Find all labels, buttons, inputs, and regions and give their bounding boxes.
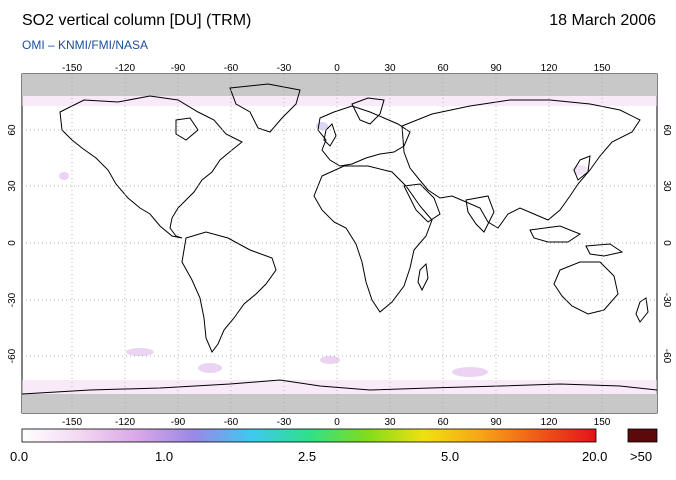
lat-ticks-right: 60 30 0 -30 -60 — [661, 124, 672, 363]
lon-tick-bottom: 150 — [594, 417, 611, 428]
asia — [401, 99, 641, 229]
lon-tick-bottom: -150 — [62, 417, 82, 428]
lat-tick-left: -30 — [7, 292, 18, 307]
lat-tick-left: -60 — [7, 348, 18, 363]
british-isles — [323, 123, 337, 147]
south-america — [181, 231, 277, 353]
map-content — [22, 74, 657, 413]
arabia — [403, 183, 441, 223]
colorbar-label: 2.5 — [298, 449, 317, 464]
scandinavia — [351, 97, 385, 125]
japan — [573, 155, 591, 181]
new-guinea — [585, 243, 624, 257]
lon-tick-top: 0 — [334, 63, 340, 74]
india — [465, 195, 495, 233]
colorbar-label: 20.0 — [582, 449, 608, 464]
lat-tick-right: 30 — [661, 180, 672, 192]
lon-tick-bottom: -90 — [171, 417, 186, 428]
lon-tick-bottom: 90 — [490, 417, 502, 428]
lon-tick-top: 120 — [541, 63, 558, 74]
madagascar — [417, 262, 429, 292]
antarctic-no-data-band — [22, 394, 657, 413]
lat-tick-right: 60 — [661, 124, 672, 136]
map-date: 18 March 2006 — [549, 12, 656, 29]
africa — [313, 165, 433, 313]
data-credit: OMI – KNMI/FMI/NASA — [22, 38, 149, 52]
colorbar — [21, 428, 597, 443]
southeast-asia-islands — [529, 225, 582, 243]
lon-tick-top: -30 — [277, 63, 292, 74]
lon-tick-top: -120 — [115, 63, 135, 74]
lat-ticks-left: 60 30 0 -30 -60 — [7, 124, 18, 363]
lon-tick-bottom: 0 — [334, 417, 340, 428]
colorbar-label: 5.0 — [441, 449, 460, 464]
lat-tick-right: -60 — [661, 349, 672, 364]
australia — [553, 261, 619, 315]
map-panel — [21, 73, 658, 414]
lat-tick-left: 30 — [7, 180, 18, 192]
lon-tick-top: 150 — [594, 63, 611, 74]
lat-tick-left: 60 — [7, 124, 18, 136]
lon-tick-bottom: -30 — [277, 417, 292, 428]
lat-tick-left: 0 — [7, 240, 18, 246]
lon-ticks-bottom: -150 -120 -90 -60 -30 0 30 60 90 120 150 — [62, 417, 611, 428]
lon-tick-top: -90 — [171, 63, 186, 74]
lon-ticks-top: -150 -120 -90 -60 -30 0 30 60 90 120 150 — [62, 63, 611, 74]
colorbar-label: 0.0 — [10, 449, 29, 464]
lon-tick-bottom: -60 — [224, 417, 239, 428]
coastlines — [22, 83, 657, 395]
lon-tick-bottom: 120 — [541, 417, 558, 428]
new-zealand — [635, 297, 649, 323]
lon-tick-top: 90 — [490, 63, 502, 74]
graticule — [22, 74, 657, 413]
lon-tick-bottom: 60 — [437, 417, 449, 428]
lon-tick-bottom: 30 — [384, 417, 396, 428]
lon-tick-top: -150 — [62, 63, 82, 74]
colorbar-label: 1.0 — [155, 449, 174, 464]
lon-tick-top: -60 — [224, 63, 239, 74]
colorbar-overflow-label: >50 — [630, 449, 653, 464]
lon-tick-top: 60 — [437, 63, 449, 74]
lat-tick-right: -30 — [661, 293, 672, 308]
arctic-no-data-band — [22, 74, 657, 96]
map-title: SO2 vertical column [DU] (TRM) — [22, 12, 252, 29]
lon-tick-top: 30 — [384, 63, 396, 74]
so2-signal-patches — [59, 122, 588, 377]
hudson-bay — [175, 117, 199, 141]
europe — [317, 105, 411, 167]
lon-tick-bottom: -120 — [115, 417, 135, 428]
north-america — [59, 95, 243, 239]
antarctica-coast — [22, 379, 657, 395]
lat-tick-right: 0 — [661, 240, 672, 246]
arctic-noise-band — [22, 96, 657, 394]
colorbar-overflow-box — [627, 428, 658, 443]
